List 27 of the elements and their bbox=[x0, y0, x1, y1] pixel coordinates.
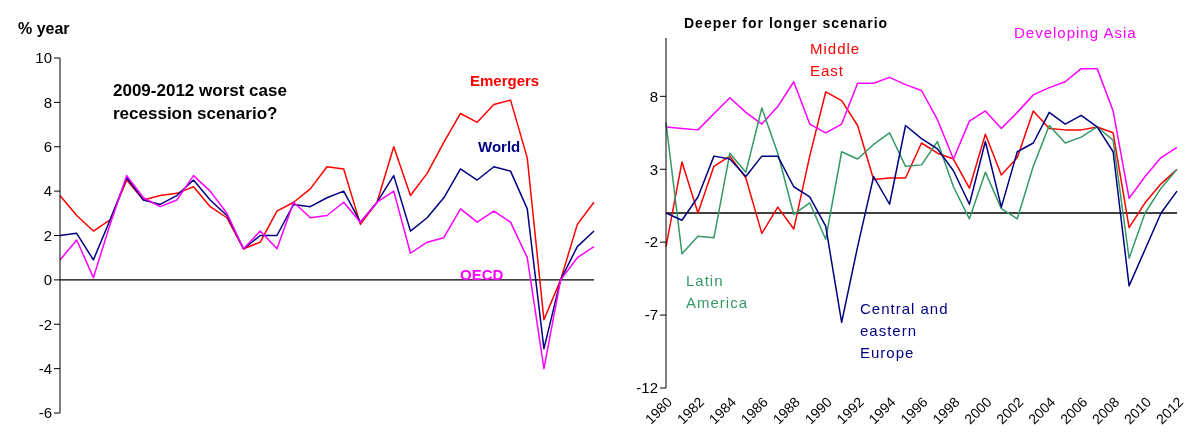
line-series bbox=[665, 67, 1178, 200]
series-label: Middle East bbox=[810, 39, 862, 81]
y-tick-label: 8 bbox=[43, 93, 52, 111]
y-tick-label: -12 bbox=[636, 379, 658, 397]
series-label: Latin America bbox=[686, 271, 749, 313]
series-label: Central and eastern Europe bbox=[860, 299, 950, 363]
y-axis-title: % year bbox=[18, 20, 70, 38]
line-series bbox=[665, 107, 1178, 259]
text: Deeper for longer scenario bbox=[684, 14, 890, 33]
y-tick-label: -2 bbox=[644, 233, 658, 251]
y-tick-label: 6 bbox=[43, 138, 52, 156]
annotation: 2009-2012 worst case recession scenario? bbox=[113, 80, 288, 125]
y-tick-label: 2 bbox=[43, 226, 52, 244]
series-label: World bbox=[478, 137, 521, 157]
y-tick-label: -7 bbox=[644, 306, 658, 324]
series-label: OECD bbox=[460, 265, 504, 285]
series-label: Emergers bbox=[470, 71, 540, 91]
line-series bbox=[665, 111, 1178, 324]
y-tick-label: -2 bbox=[38, 315, 52, 333]
text: Developing Asia bbox=[1014, 23, 1137, 43]
y-tick-label: 0 bbox=[43, 271, 52, 289]
y-tick-label: -4 bbox=[38, 359, 52, 377]
y-tick-label: 4 bbox=[43, 182, 52, 200]
y-tick-label: -6 bbox=[38, 404, 52, 422]
y-tick-label: 3 bbox=[649, 160, 658, 178]
y-tick-label: 8 bbox=[649, 87, 658, 105]
y-tick-label: 10 bbox=[35, 49, 52, 67]
